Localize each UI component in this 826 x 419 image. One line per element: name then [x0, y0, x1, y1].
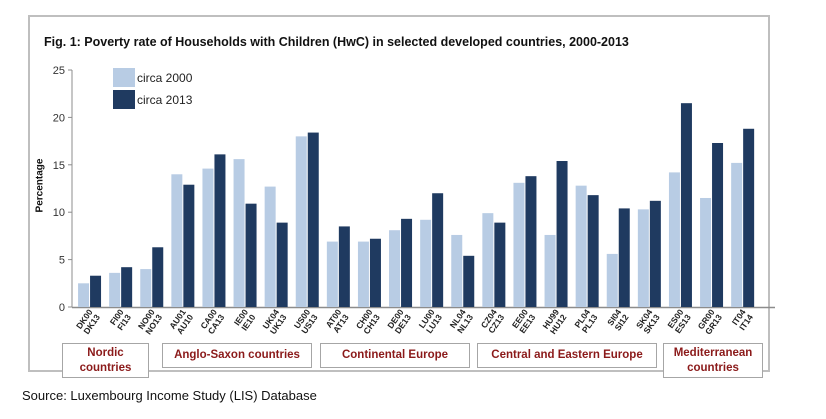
bar-circa-2000-dk00 [78, 283, 90, 307]
group-label-text: Nordic countries [79, 346, 132, 374]
y-tick-label: 20 [53, 112, 65, 124]
y-tick-label: 25 [53, 65, 65, 77]
bar-circa-2000-lu00 [420, 219, 432, 307]
bar-circa-2013-de00 [401, 218, 413, 307]
source-note: Source: Luxembourg Income Study (LIS) Da… [22, 388, 317, 403]
bar-circa-2013-ca00 [214, 154, 226, 307]
legend-label-circa-2013: circa 2013 [137, 92, 193, 107]
bar-circa-2000-ee00 [513, 182, 525, 307]
bar-circa-2013-nl04 [463, 255, 475, 307]
bar-circa-2013-dk00 [90, 275, 102, 307]
legend-swatch-circa-2013 [113, 90, 135, 109]
bar-circa-2013-no00 [152, 247, 164, 307]
chart-frame [28, 15, 770, 372]
bar-circa-2000-ca00 [202, 168, 214, 307]
group-label-text: Mediterranean countries [673, 346, 753, 374]
legend-swatch-circa-2000 [113, 68, 135, 87]
bar-circa-2000-hu99 [544, 234, 556, 307]
bar-circa-2013-us00 [307, 132, 319, 307]
bar-circa-2000-uk04 [264, 186, 276, 307]
bar-circa-2000-fi00 [109, 272, 121, 307]
group-label-text: Central and Eastern Europe [491, 349, 643, 361]
bar-circa-2013-gr00 [712, 142, 724, 307]
group-label-continental-europe: Continental Europe [320, 343, 470, 368]
legend-item-circa-2013: circa 2013 [113, 89, 192, 110]
bar-circa-2013-hu99 [556, 161, 568, 307]
bar-circa-2000-gr00 [700, 197, 712, 307]
bar-circa-2000-sk04 [637, 209, 649, 307]
bar-circa-2013-cz04 [494, 222, 506, 307]
group-label-mediterranean-countries: Mediterranean countries [663, 343, 763, 378]
y-tick-label: 10 [53, 207, 65, 219]
bar-circa-2013-au01 [183, 184, 195, 307]
bar-circa-2000-cz04 [482, 213, 494, 307]
bar-circa-2013-ch00 [369, 238, 381, 307]
bar-circa-2013-it04 [743, 128, 755, 307]
y-tick-label: 0 [59, 302, 65, 314]
group-label-text: Continental Europe [341, 349, 449, 361]
bar-circa-2000-nl04 [451, 234, 463, 307]
bar-circa-2013-fi00 [121, 267, 133, 307]
bar-circa-2013-lu00 [432, 193, 444, 307]
legend: circa 2000 circa 2013 [113, 67, 192, 111]
y-tick-label: 5 [59, 255, 65, 267]
bar-circa-2000-ch00 [357, 241, 369, 307]
legend-label-circa-2000: circa 2000 [137, 70, 193, 85]
y-tick-label: 15 [53, 160, 65, 172]
bar-circa-2000-es00 [668, 172, 680, 307]
chart-title: Fig. 1: Poverty rate of Households with … [44, 35, 629, 49]
bar-circa-2000-si04 [606, 253, 618, 307]
group-label-central-and-eastern-europe: Central and Eastern Europe [477, 343, 657, 368]
bar-circa-2013-uk04 [276, 222, 288, 307]
bar-circa-2000-it04 [731, 162, 743, 307]
group-label-anglo-saxon-countries: Anglo-Saxon countries [162, 343, 312, 368]
bar-circa-2013-es00 [680, 103, 692, 308]
group-label-text: Anglo-Saxon countries [174, 349, 300, 361]
bar-circa-2000-at00 [326, 241, 338, 307]
bar-circa-2013-at00 [338, 226, 350, 307]
bar-circa-2013-sk04 [649, 200, 661, 307]
bar-circa-2013-si04 [618, 208, 630, 307]
legend-item-circa-2000: circa 2000 [113, 67, 192, 88]
bar-circa-2013-ee00 [525, 176, 537, 307]
bar-circa-2000-no00 [140, 269, 152, 307]
bar-circa-2000-us00 [295, 136, 307, 307]
bar-circa-2000-ie00 [233, 159, 245, 307]
bar-circa-2000-de00 [389, 230, 401, 307]
bar-circa-2000-pl04 [575, 185, 587, 307]
bar-circa-2013-pl04 [587, 195, 599, 307]
bar-circa-2013-ie00 [245, 203, 257, 307]
bar-circa-2000-au01 [171, 174, 183, 307]
group-label-nordic-countries: Nordic countries [62, 343, 149, 378]
